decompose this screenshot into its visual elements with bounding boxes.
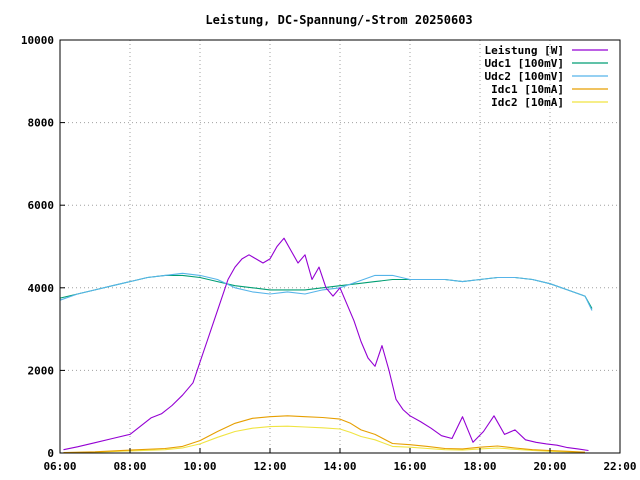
legend-label: Leistung [W] xyxy=(485,44,564,57)
chart-title: Leistung, DC-Spannung/-Strom 20250603 xyxy=(205,13,472,27)
x-tick-label: 14:00 xyxy=(323,460,356,473)
x-tick-label: 16:00 xyxy=(393,460,426,473)
x-tick-label: 08:00 xyxy=(113,460,146,473)
x-tick-label: 10:00 xyxy=(183,460,216,473)
x-tick-label: 06:00 xyxy=(43,460,76,473)
y-tick-label: 10000 xyxy=(21,34,54,47)
y-tick-label: 6000 xyxy=(28,199,55,212)
series-line-3 xyxy=(59,272,593,311)
x-tick-label: 22:00 xyxy=(603,460,636,473)
legend: Leistung [W]Udc1 [100mV]Udc2 [100mV]Idc1… xyxy=(485,44,608,109)
axis-ticks: 06:00 08:00 10:00 12:00 14:00 16:00 18:00 20:00… xyxy=(21,34,637,473)
legend-label: Udc2 [100mV] xyxy=(485,70,564,83)
legend-label: Udc1 [100mV] xyxy=(485,57,564,70)
grid xyxy=(60,40,620,453)
plot-series xyxy=(59,237,593,454)
series-line-1 xyxy=(63,237,589,452)
x-tick-label: 20:00 xyxy=(533,460,566,473)
y-tick-label: 2000 xyxy=(28,364,55,377)
y-tick-label: 4000 xyxy=(28,282,55,295)
y-tick-label: 8000 xyxy=(28,117,55,130)
series-line-4 xyxy=(63,415,586,454)
x-tick-label: 12:00 xyxy=(253,460,286,473)
legend-label: Idc2 [10mA] xyxy=(491,96,564,109)
y-tick-label: 0 xyxy=(47,447,54,460)
x-tick-label: 18:00 xyxy=(463,460,496,473)
legend-label: Idc1 [10mA] xyxy=(491,83,564,96)
series-line-5 xyxy=(63,425,586,454)
